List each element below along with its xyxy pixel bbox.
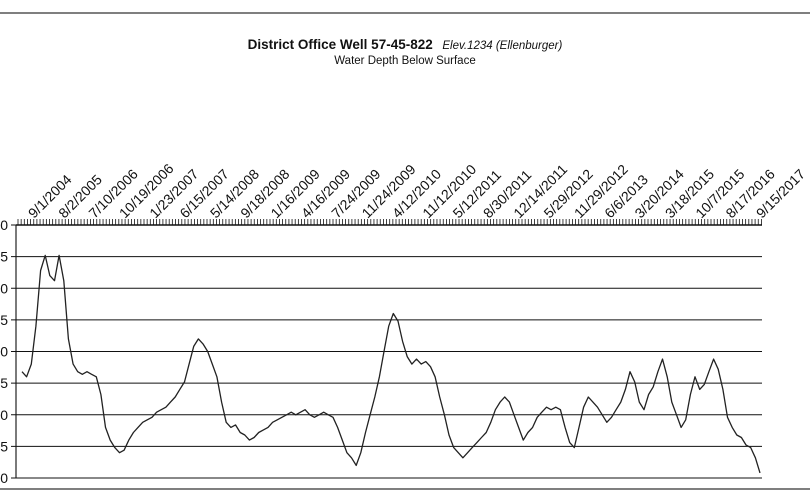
y-tick-label: 0	[0, 217, 8, 233]
y-tick-label: 0	[0, 280, 8, 296]
y-tick-label: 5	[0, 438, 8, 454]
y-tick-label: 5	[0, 312, 8, 328]
chart-title-line: District Office Well 57-45-822 Elev.1234…	[0, 37, 810, 52]
y-tick-label: 0	[0, 470, 8, 486]
y-tick-label: 0	[0, 407, 8, 423]
chart-title-elevation-note: Elev.1234 (Ellenburger)	[442, 40, 563, 52]
chart-subtitle: Water Depth Below Surface	[334, 55, 476, 67]
y-tick-label: 0	[0, 344, 8, 360]
water-depth-series-line	[21, 254, 761, 474]
chart-title: District Office Well 57-45-822	[247, 37, 433, 52]
y-tick-label: 5	[0, 375, 8, 391]
y-tick-label: 5	[0, 249, 8, 265]
